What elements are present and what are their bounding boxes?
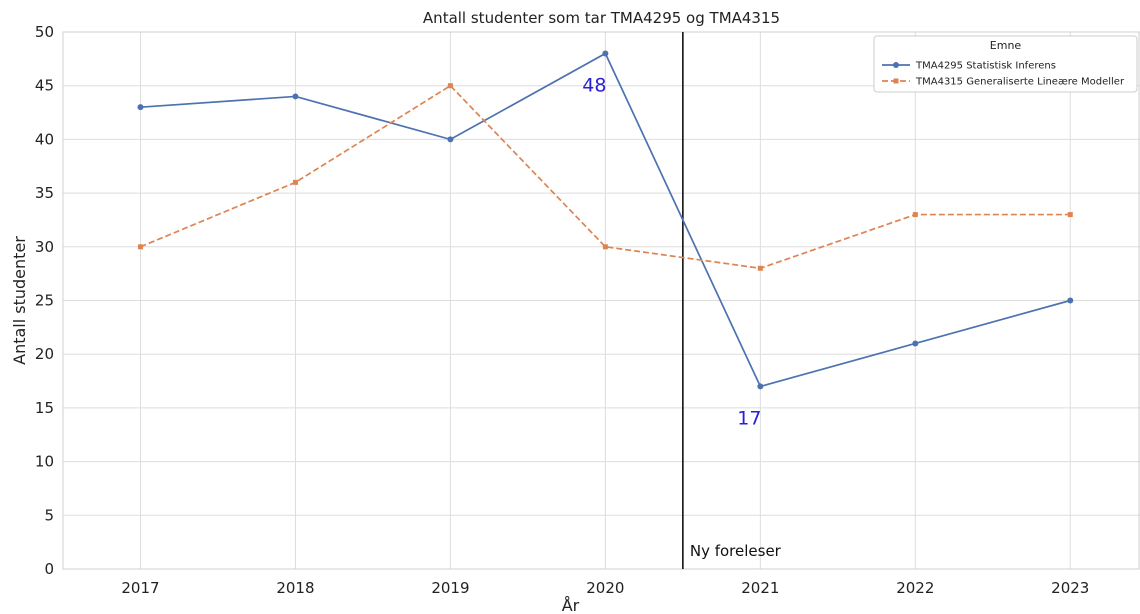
vertical-line-label: Ny foreleser (690, 542, 782, 560)
series-2-point (447, 83, 453, 89)
y-tick-label: 0 (44, 560, 54, 578)
y-tick-label: 30 (35, 238, 54, 256)
data-label-annotation: 17 (737, 407, 761, 429)
legend-swatch-marker (893, 62, 899, 68)
series-1-point (1067, 297, 1074, 304)
x-tick-label: 2018 (276, 579, 314, 597)
chart-title: Antall studenter som tar TMA4295 og TMA4… (423, 9, 780, 27)
series-1-point (137, 104, 144, 111)
series-1-point (912, 340, 919, 347)
legend-item-label: TMA4315 Generaliserte Lineære Modeller (915, 77, 1125, 88)
y-axis-label: Antall studenter (10, 236, 29, 365)
x-tick-label: 2019 (431, 579, 469, 597)
series-1-point (757, 383, 764, 390)
legend-items: TMA4295 Statistisk Inferens TMA4315 Gener… (882, 61, 1125, 88)
x-tick-label: 2020 (586, 579, 624, 597)
y-axis-ticks: 0 5 10 15 20 25 30 35 40 45 50 (35, 23, 54, 578)
series-2-point (1067, 212, 1073, 218)
series-2-point (757, 265, 763, 271)
legend-swatch-marker (893, 78, 899, 84)
legend-title: Emne (990, 39, 1022, 52)
series-2-point (292, 179, 298, 185)
series-1-point (602, 50, 609, 57)
legend: Emne TMA4295 Statistisk Inferens TMA4315 … (873, 35, 1138, 93)
legend-item-label: TMA4295 Statistisk Inferens (915, 61, 1056, 72)
x-axis-label: År (562, 596, 580, 614)
data-annotations: 48 17 (582, 74, 761, 429)
y-tick-label: 25 (35, 292, 54, 310)
data-label-annotation: 48 (582, 74, 606, 96)
y-tick-label: 40 (35, 130, 54, 148)
y-tick-label: 50 (35, 23, 54, 41)
series-lines (137, 50, 1074, 390)
y-tick-label: 35 (35, 184, 54, 202)
series-2-point (602, 244, 608, 250)
x-tick-label: 2023 (1051, 579, 1089, 597)
series-1-point (447, 136, 454, 143)
y-tick-label: 10 (35, 453, 54, 471)
series-1-point (292, 93, 299, 100)
x-tick-label: 2022 (896, 579, 934, 597)
plot-frame (62, 31, 1140, 570)
series-2-point (912, 212, 918, 218)
y-tick-label: 15 (35, 399, 54, 417)
y-tick-label: 45 (35, 77, 54, 95)
x-tick-label: 2017 (121, 579, 159, 597)
legend-box (873, 35, 1138, 93)
y-tick-label: 5 (44, 506, 54, 524)
new-lecturer-marker: Ny foreleser (682, 32, 782, 569)
x-axis-ticks: 2017 2018 2019 2020 2021 2022 2023 (121, 579, 1089, 597)
series-2-point (137, 244, 143, 250)
x-tick-label: 2021 (741, 579, 779, 597)
y-tick-label: 20 (35, 345, 54, 363)
